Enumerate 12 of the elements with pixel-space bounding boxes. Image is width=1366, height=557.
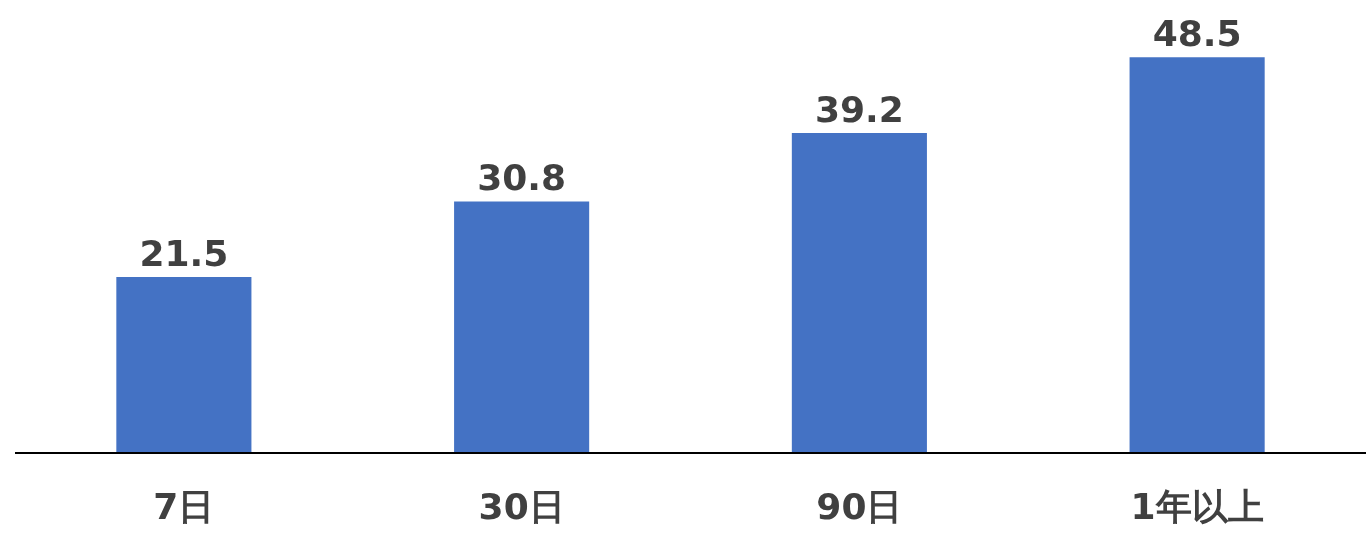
data-label: 39.2: [814, 89, 904, 131]
x-tick-label: 90日: [816, 485, 903, 527]
bar: [1129, 57, 1265, 452]
bar: [116, 277, 252, 452]
data-label: 30.8: [477, 157, 567, 199]
x-tick-label: 7日: [153, 485, 215, 527]
bar: [454, 201, 590, 452]
data-label: 48.5: [1152, 13, 1242, 55]
data-label: 21.5: [139, 233, 229, 275]
x-tick-label: 30日: [478, 485, 565, 527]
bar: [791, 133, 927, 452]
x-tick-label: 1年以上: [1130, 485, 1264, 527]
